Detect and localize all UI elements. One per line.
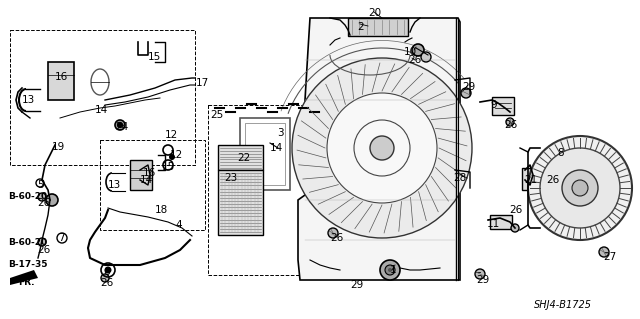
Text: B-60-20: B-60-20 xyxy=(8,238,47,247)
Text: 16: 16 xyxy=(55,72,68,82)
Circle shape xyxy=(506,118,514,126)
Text: 9: 9 xyxy=(490,100,497,110)
Bar xyxy=(522,168,534,190)
Text: 4: 4 xyxy=(175,220,182,230)
Circle shape xyxy=(511,224,519,232)
Bar xyxy=(240,118,290,190)
Text: 23: 23 xyxy=(224,173,237,183)
Text: 2: 2 xyxy=(357,22,364,32)
Circle shape xyxy=(380,260,400,280)
Circle shape xyxy=(101,274,109,282)
Text: 29: 29 xyxy=(462,82,476,92)
Text: 10: 10 xyxy=(404,47,417,57)
Text: 8: 8 xyxy=(557,148,564,158)
Circle shape xyxy=(544,174,552,182)
Text: 21: 21 xyxy=(524,175,537,185)
Text: FR.: FR. xyxy=(18,278,35,287)
Bar xyxy=(245,123,285,185)
Circle shape xyxy=(388,268,392,272)
Text: 14: 14 xyxy=(270,143,284,153)
Text: 17: 17 xyxy=(196,78,209,88)
Text: 26: 26 xyxy=(546,175,559,185)
Text: 14: 14 xyxy=(140,175,153,185)
Circle shape xyxy=(540,148,620,228)
Text: 22: 22 xyxy=(237,153,250,163)
Circle shape xyxy=(421,52,431,62)
Text: 11: 11 xyxy=(487,219,500,229)
Text: 13: 13 xyxy=(108,180,121,190)
Bar xyxy=(348,18,408,36)
Text: 15: 15 xyxy=(148,52,161,62)
Circle shape xyxy=(104,266,111,273)
Text: 27: 27 xyxy=(603,252,616,262)
Text: 26: 26 xyxy=(408,55,421,65)
Bar xyxy=(208,105,318,275)
Circle shape xyxy=(115,120,125,130)
Circle shape xyxy=(412,44,424,56)
Circle shape xyxy=(599,247,609,257)
Circle shape xyxy=(562,170,598,206)
Text: 20: 20 xyxy=(368,8,381,18)
Text: 26: 26 xyxy=(509,205,522,215)
Text: 28: 28 xyxy=(453,173,467,183)
Circle shape xyxy=(385,265,395,275)
Text: 5: 5 xyxy=(37,180,44,190)
Bar xyxy=(130,160,152,190)
Text: 26: 26 xyxy=(37,198,51,208)
Bar xyxy=(100,140,205,230)
Circle shape xyxy=(328,228,338,238)
Text: 29: 29 xyxy=(476,275,489,285)
Bar xyxy=(490,215,512,229)
Polygon shape xyxy=(10,270,38,285)
Circle shape xyxy=(292,58,472,238)
Circle shape xyxy=(38,238,46,246)
Bar xyxy=(218,145,263,170)
Text: 12: 12 xyxy=(170,150,183,160)
Text: 14: 14 xyxy=(95,105,108,115)
Circle shape xyxy=(572,180,588,196)
Circle shape xyxy=(528,136,632,240)
Text: B-17-35: B-17-35 xyxy=(8,260,47,269)
Circle shape xyxy=(38,193,46,201)
Bar xyxy=(10,30,195,165)
Circle shape xyxy=(169,154,175,160)
Text: 12: 12 xyxy=(165,130,179,140)
Text: 26: 26 xyxy=(330,233,343,243)
Text: 6: 6 xyxy=(103,267,109,277)
Text: 26: 26 xyxy=(504,120,517,130)
Text: 26: 26 xyxy=(37,245,51,255)
Text: SHJ4-B1725: SHJ4-B1725 xyxy=(534,300,592,310)
Text: 15: 15 xyxy=(162,162,175,172)
Text: 25: 25 xyxy=(210,110,223,120)
Circle shape xyxy=(461,88,471,98)
Text: 1: 1 xyxy=(390,265,397,275)
Text: 16: 16 xyxy=(143,168,156,178)
Text: 26: 26 xyxy=(100,278,113,288)
Polygon shape xyxy=(298,18,460,280)
Circle shape xyxy=(46,194,58,206)
Text: 19: 19 xyxy=(52,142,65,152)
Text: B-60-20: B-60-20 xyxy=(8,192,47,201)
Text: 3: 3 xyxy=(277,128,284,138)
Bar xyxy=(492,97,514,115)
Text: 7: 7 xyxy=(58,233,65,243)
Circle shape xyxy=(370,136,394,160)
Circle shape xyxy=(118,122,122,128)
Bar xyxy=(48,62,74,100)
Circle shape xyxy=(475,269,485,279)
Bar xyxy=(218,170,263,235)
Text: 29: 29 xyxy=(350,280,364,290)
Text: 24: 24 xyxy=(115,122,128,132)
Text: 13: 13 xyxy=(22,95,35,105)
Circle shape xyxy=(327,93,437,203)
Text: 18: 18 xyxy=(155,205,168,215)
